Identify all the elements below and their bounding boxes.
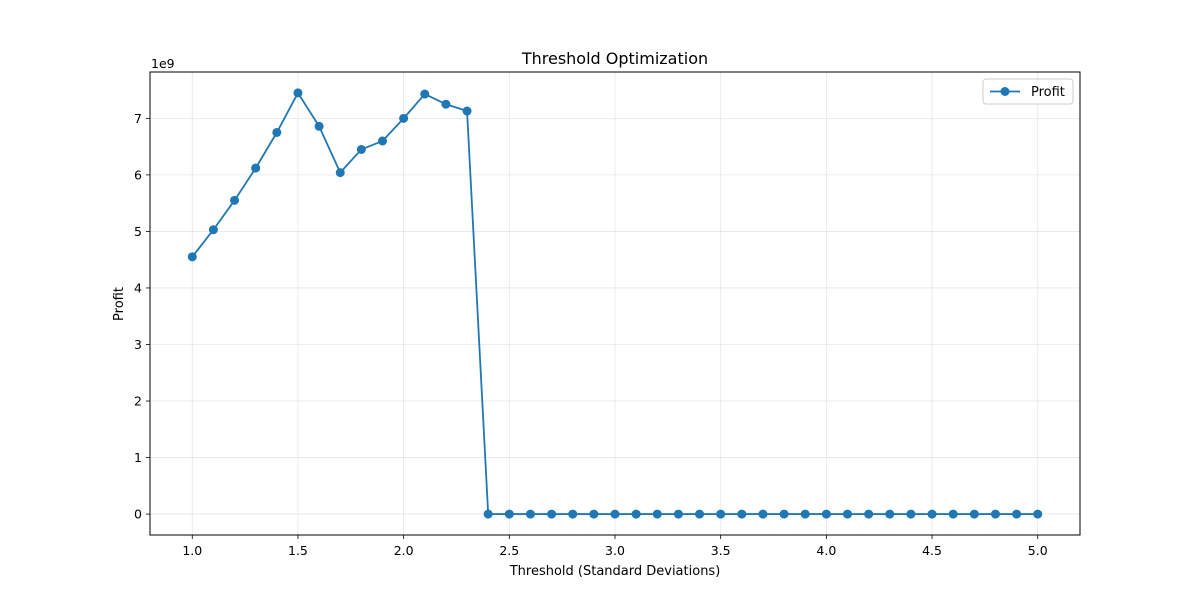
data-point	[779, 509, 789, 519]
data-point	[652, 509, 662, 519]
legend: Profit	[982, 78, 1074, 105]
ticks: 1.0 1.5 2.0 2.5 3.0 3.5 4.0 4.5 5.0 0 1 2 3 4 5 6 7	[134, 111, 1048, 558]
data-point	[885, 509, 895, 519]
data-point	[378, 136, 387, 146]
x-tick-label: 5.0	[1028, 543, 1048, 558]
y-tick-label: 0	[134, 507, 142, 522]
data-point	[969, 509, 979, 519]
data-point	[610, 509, 620, 519]
legend-box	[982, 78, 1074, 105]
y-axis-label: Profit	[112, 287, 127, 321]
data-point	[948, 509, 958, 519]
x-tick-label: 3.0	[605, 543, 625, 558]
data-point	[187, 252, 197, 262]
data-point	[927, 509, 937, 519]
series-layer	[187, 88, 1043, 519]
y-tick-label: 7	[134, 111, 142, 126]
data-point	[843, 509, 852, 519]
data-point	[293, 88, 303, 98]
legend-label: Profit	[1031, 85, 1065, 100]
y-tick-label: 6	[134, 167, 142, 182]
legend-marker	[1000, 87, 1010, 96]
x-tick-label: 2.0	[394, 543, 414, 558]
x-tick-label: 2.5	[499, 543, 519, 558]
x-tick-label: 3.5	[711, 543, 731, 558]
data-point	[737, 509, 747, 519]
data-point	[356, 144, 366, 154]
data-point	[251, 163, 261, 173]
y-tick-label: 5	[134, 224, 142, 239]
y-tick-label: 1	[134, 450, 142, 465]
data-point	[483, 509, 493, 519]
data-point	[800, 509, 810, 519]
data-point	[504, 509, 514, 519]
data-point	[314, 121, 324, 131]
data-point	[335, 168, 345, 178]
data-point	[441, 99, 451, 109]
data-point	[906, 509, 916, 519]
data-point	[230, 195, 240, 205]
x-axis-label: Threshold (Standard Deviations)	[509, 564, 721, 579]
chart-title: Threshold Optimization	[521, 49, 708, 68]
data-point	[462, 106, 472, 116]
data-point	[716, 509, 726, 519]
data-point	[272, 127, 282, 137]
y-tick-label: 3	[134, 337, 142, 352]
data-point	[208, 225, 218, 235]
x-tick-label: 4.5	[922, 543, 942, 558]
data-point	[568, 509, 578, 519]
data-point	[695, 509, 705, 519]
x-tick-label: 1.5	[288, 543, 308, 558]
data-point	[525, 509, 535, 519]
x-tick-label: 4.0	[816, 543, 836, 558]
y-offset-label: 1e9	[151, 56, 175, 71]
x-tick-label: 1.0	[182, 543, 202, 558]
data-point	[420, 89, 430, 99]
data-point	[631, 509, 641, 519]
y-tick-label: 4	[134, 280, 142, 295]
data-point	[673, 509, 683, 519]
data-point	[1012, 509, 1022, 519]
data-point	[821, 509, 831, 519]
data-point	[399, 113, 409, 123]
data-point	[547, 509, 557, 519]
data-point	[990, 509, 1000, 519]
data-point	[758, 509, 768, 519]
data-point	[864, 509, 874, 519]
data-point	[1033, 509, 1043, 519]
data-point	[589, 509, 599, 519]
y-tick-label: 2	[134, 394, 142, 409]
